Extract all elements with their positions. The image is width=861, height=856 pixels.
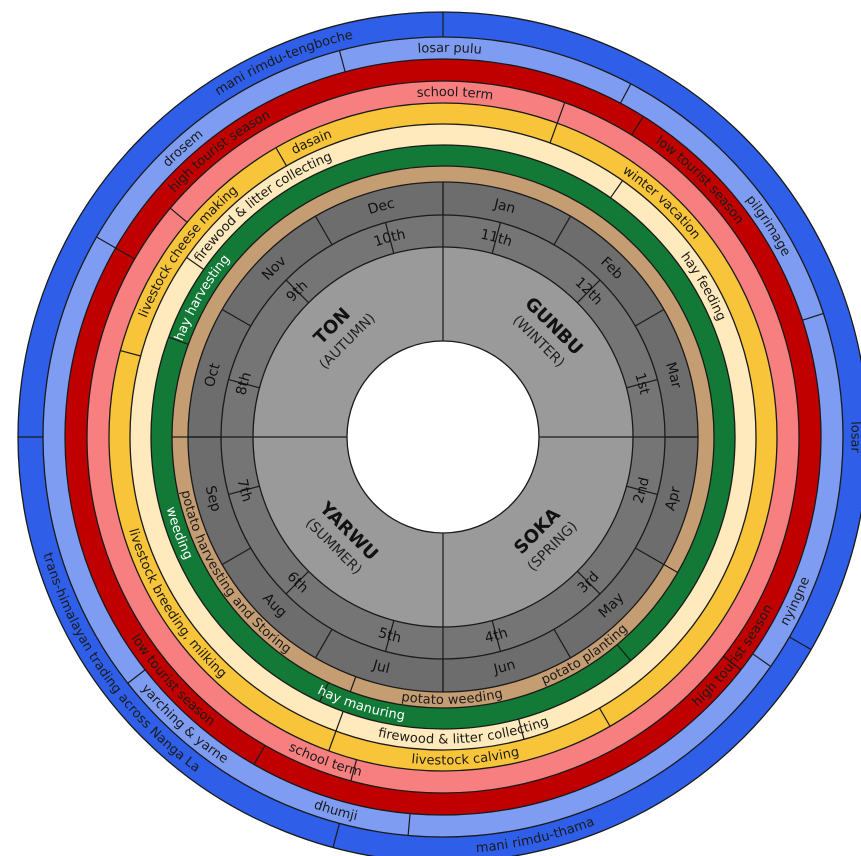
month-divider [553,215,572,246]
lightblue-ring-divider [619,83,632,104]
yellow-ring-divider [120,349,141,357]
period-label-8th: 8th [233,370,254,397]
lightblue-ring-divider [802,312,824,321]
pink-ring-label: school term [416,84,494,103]
month-label-apr: Apr [662,485,684,513]
month-label-jun: Jun [491,657,517,678]
red-ring-divider [115,247,135,260]
lightblue-ring-divider [127,669,146,684]
month-divider [314,628,333,659]
red-ring-divider [723,655,742,671]
lightblue-ring-divider [752,653,772,667]
period-divider [228,378,260,389]
period-label-1st: 1st [631,371,652,396]
cream-ring-divider [609,180,624,199]
month-divider [221,308,252,327]
cream-ring-divider [186,256,205,271]
yellow-ring-divider [328,730,337,752]
green-ring-divider [319,682,330,702]
month-label-jan: Jan [492,196,518,217]
pink-ring-divider [556,102,566,124]
period-divider [626,485,658,496]
yellow-ring-divider [549,122,558,144]
blue-ring-label: losar [848,421,861,454]
month-label-mar: Mar [662,360,684,390]
calendar-dividers [18,12,824,848]
period-label-7th: 7th [233,477,254,504]
month-label-oct: Oct [202,361,224,389]
lightblue-ring-divider [407,813,411,836]
pink-ring-divider [350,759,358,782]
red-ring-divider [253,745,266,765]
month-label-sep: Sep [202,484,224,514]
center-hole [346,340,540,534]
period-divider [491,620,502,652]
lightblue-ring-divider [96,236,116,249]
period-divider [491,222,502,254]
green-ring-divider [168,336,189,345]
green-ring-divider [616,644,632,662]
month-divider [553,628,572,659]
period-divider [285,570,310,595]
blue-ring-divider [789,636,812,651]
period-label-2nd: 2nd [631,476,653,506]
period-divider [626,378,658,389]
cream-ring-divider [517,718,525,740]
lightblue-ring-divider [338,50,346,73]
period-divider [576,279,601,304]
month-divider [314,215,333,246]
month-label-dec: Dec [366,196,396,218]
period-label-5th: 5th [376,625,403,646]
cream-ring-divider [335,711,344,732]
lightblue-ring-label: losar pulu [417,40,482,57]
yellow-ring-divider [598,707,611,727]
period-divider [384,620,395,652]
period-divider [576,570,601,595]
period-divider [228,485,260,496]
month-divider [221,547,252,566]
period-divider [285,279,310,304]
period-divider [384,222,395,254]
blue-ring-divider [332,823,341,848]
pink-ring-divider [169,207,188,223]
month-divider [634,547,665,566]
period-label-4th: 4th [483,625,510,646]
red-ring-divider [631,116,644,136]
month-divider [634,308,665,327]
month-label-jul: Jul [370,657,391,677]
tan-ring-divider [663,563,678,574]
yellow-ring-divider [275,147,288,167]
tan-ring-divider [349,676,357,692]
